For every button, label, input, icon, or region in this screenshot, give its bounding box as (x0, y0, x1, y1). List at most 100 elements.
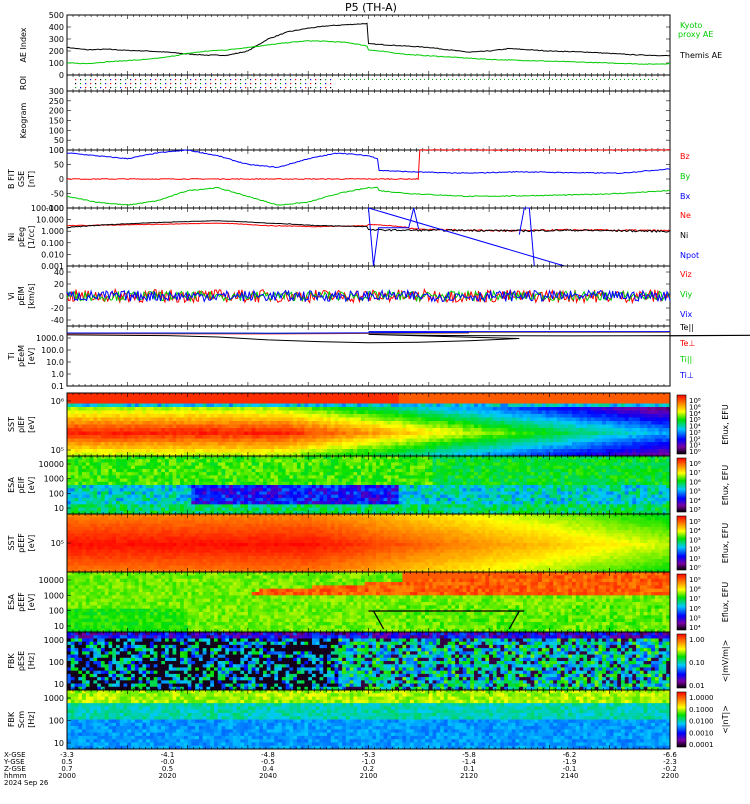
heatmap-cell (240, 411, 244, 415)
heatmap-cell (478, 449, 482, 453)
heatmap-cell (67, 488, 71, 492)
heatmap-cell (640, 442, 644, 446)
heatmap-cell (448, 449, 452, 453)
roi-dot (315, 83, 316, 84)
heatmap-cell (271, 435, 275, 439)
heatmap-cell (346, 404, 350, 408)
heatmap-cell (97, 425, 101, 429)
heatmap-cell (583, 414, 587, 418)
heatmap-cell (331, 446, 335, 450)
heatmap-cell (278, 411, 282, 415)
heatmap-cell (271, 432, 275, 436)
heatmap-cell (504, 414, 508, 418)
heatmap-cell (440, 407, 444, 411)
heatmap-cell (515, 432, 519, 436)
heatmap-cell (580, 428, 584, 432)
heatmap-cell (157, 397, 161, 401)
heatmap-cell (331, 404, 335, 408)
heatmap-cell (519, 428, 523, 432)
heatmap-cell (421, 414, 425, 418)
heatmap-cell (380, 397, 384, 401)
heatmap-cell (90, 425, 94, 429)
heatmap-cell (640, 404, 644, 408)
heatmap-cell (240, 404, 244, 408)
heatmap-cell (595, 397, 599, 401)
heatmap-cell (350, 449, 354, 453)
heatmap-cell (489, 404, 493, 408)
heatmap-cell (640, 414, 644, 418)
heatmap-cell (527, 425, 531, 429)
heatmap-cell (440, 421, 444, 425)
heatmap-cell (538, 414, 542, 418)
roi-dot (185, 79, 186, 80)
heatmap-cell (282, 439, 286, 443)
heatmap-cell (546, 407, 550, 411)
heatmap-cell (139, 449, 143, 453)
heatmap-cell (482, 397, 486, 401)
heatmap-cell (195, 397, 199, 401)
heatmap-cell (150, 400, 154, 404)
heatmap-cell (86, 462, 90, 466)
heatmap-cell (282, 449, 286, 453)
heatmap-cell (538, 432, 542, 436)
heatmap-cell (267, 397, 271, 401)
heatmap-cell (410, 432, 414, 436)
heatmap-cell (591, 428, 595, 432)
heatmap-cell (259, 407, 263, 411)
heatmap-cell (293, 432, 297, 436)
roi-dot (640, 79, 641, 80)
heatmap-cell (82, 393, 86, 397)
legend-themis-ae: Themis AE (679, 51, 722, 60)
heatmap-cell (169, 425, 173, 429)
panel-frame-density (67, 208, 670, 266)
roi-dot (205, 79, 206, 80)
heatmap-cell (617, 411, 621, 415)
heatmap-cell (365, 404, 369, 408)
heatmap-cell (229, 435, 233, 439)
heatmap-cell (523, 397, 527, 401)
heatmap-cell (304, 418, 308, 422)
heatmap-cell (142, 397, 146, 401)
heatmap-cell (218, 400, 222, 404)
heatmap-cell (75, 425, 79, 429)
heatmap-cell (493, 439, 497, 443)
heatmap-cell (463, 446, 467, 450)
heatmap-cell (546, 411, 550, 415)
heatmap-cell (433, 425, 437, 429)
heatmap-cell (640, 435, 644, 439)
legend-label: Ni (680, 231, 688, 240)
heatmap-cell (478, 421, 482, 425)
heatmap-cell (293, 407, 297, 411)
heatmap-cell (512, 421, 516, 425)
roi-dot (75, 79, 76, 80)
heatmap-cell (316, 411, 320, 415)
heatmap-cell (165, 414, 169, 418)
heatmap-cell (210, 404, 214, 408)
y-tick-label: 500 (49, 11, 64, 20)
heatmap-cell (538, 418, 542, 422)
heatmap-cell (105, 418, 109, 422)
heatmap-cell (433, 439, 437, 443)
heatmap-cell (448, 400, 452, 404)
heatmap-cell (210, 432, 214, 436)
heatmap-cell (380, 439, 384, 443)
heatmap-cell (191, 446, 195, 450)
heatmap-cell (625, 397, 629, 401)
heatmap-cell (640, 432, 644, 436)
heatmap-cell (380, 449, 384, 453)
roi-dot (220, 87, 221, 88)
heatmap-cell (93, 428, 97, 432)
heatmap-cell (576, 404, 580, 408)
heatmap-cell (278, 418, 282, 422)
heatmap-cell (86, 482, 90, 486)
roi-dot (392, 79, 393, 80)
heatmap-cell (97, 421, 101, 425)
heatmap-cell (546, 446, 550, 450)
heatmap-cell (466, 418, 470, 422)
heatmap-cell (380, 432, 384, 436)
heatmap-cell (157, 407, 161, 411)
heatmap-cell (568, 411, 572, 415)
heatmap-cell (662, 446, 666, 450)
heatmap-cell (538, 421, 542, 425)
heatmap-cell (451, 442, 455, 446)
